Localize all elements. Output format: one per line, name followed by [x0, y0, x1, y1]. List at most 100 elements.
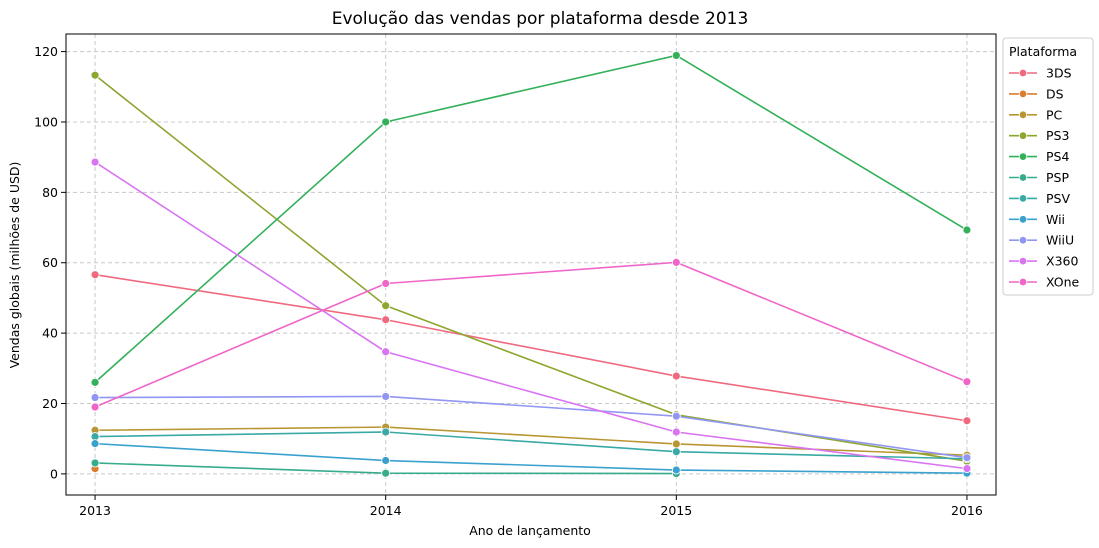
- legend-marker: [1018, 131, 1028, 140]
- data-point: [962, 377, 972, 387]
- x-tick-label: 2016: [951, 503, 983, 518]
- data-point: [381, 117, 391, 127]
- data-point: [381, 392, 391, 401]
- data-point: [381, 279, 391, 288]
- legend-label: WiiU: [1046, 233, 1074, 248]
- y-tick-label: 80: [42, 185, 58, 200]
- y-tick-label: 0: [50, 466, 58, 481]
- series-psv: [90, 427, 972, 464]
- series-3ds: [90, 270, 972, 426]
- legend: Plataforma 3DS DS PC PS3 PS4 PSP PSV Wii WiiU X36…: [1002, 37, 1094, 296]
- y-axis-label: Vendas globais (milhões de USD): [7, 162, 22, 369]
- legend-label: PS3: [1046, 128, 1069, 143]
- chart-title: Evolução das vendas por plataforma desde…: [332, 9, 749, 29]
- series-xone: [90, 257, 972, 412]
- legend-frame: [1002, 37, 1094, 296]
- data-point: [90, 270, 100, 280]
- x-axis: 2013 2014 2015 2016: [79, 495, 983, 518]
- data-point: [90, 393, 100, 402]
- legend-item-ps4: PS4: [1009, 149, 1069, 164]
- series-wii: [90, 439, 972, 478]
- legend-marker: [1018, 89, 1028, 99]
- data-point: [90, 70, 100, 80]
- x-tick-label: 2013: [79, 503, 111, 518]
- series-line: [94, 54, 968, 383]
- series-line: [95, 395, 968, 459]
- data-point: [381, 427, 391, 437]
- series-x360: [90, 157, 972, 474]
- legend-item-ps3: PS3: [1009, 128, 1069, 143]
- data-point: [381, 301, 391, 311]
- legend-item-3ds: 3DS: [1009, 66, 1072, 81]
- legend-label: Wii: [1046, 212, 1065, 227]
- data-point: [381, 468, 391, 478]
- y-tick-label: 20: [42, 396, 58, 411]
- legend-title: Plataforma: [1009, 44, 1077, 59]
- legend-label: PS4: [1046, 149, 1069, 164]
- data-point: [90, 458, 100, 468]
- data-point: [962, 225, 972, 235]
- series-wiiu: [90, 392, 972, 463]
- data-point: [90, 439, 100, 449]
- legend-label: PSV: [1046, 191, 1070, 206]
- data-point: [671, 371, 681, 381]
- data-point: [962, 464, 972, 474]
- legend-item-pc: PC: [1009, 107, 1063, 122]
- data-point: [962, 416, 972, 426]
- legend-item-psp: PSP: [1009, 170, 1069, 185]
- plot-frame: [65, 33, 997, 496]
- legend-marker: [1018, 173, 1028, 182]
- legend-item-ds: DS: [1009, 86, 1064, 101]
- legend-marker: [1018, 194, 1028, 203]
- legend-label: PSP: [1046, 170, 1069, 185]
- series-line: [95, 442, 967, 474]
- y-tick-label: 40: [42, 326, 58, 341]
- legend-marker: [1018, 152, 1028, 161]
- x-tick-label: 2014: [370, 503, 402, 518]
- legend-marker: [1018, 277, 1028, 287]
- series-line: [94, 261, 968, 408]
- data-point: [90, 377, 100, 387]
- legend-marker: [1018, 256, 1028, 266]
- legend-marker: [1018, 68, 1028, 78]
- data-point: [90, 157, 100, 167]
- legend-marker: [1018, 215, 1028, 224]
- series-line: [94, 161, 968, 470]
- legend-label: X360: [1046, 254, 1078, 269]
- data-point: [671, 439, 681, 449]
- y-tick-label: 120: [34, 44, 58, 59]
- data-point: [671, 427, 681, 437]
- legend-marker: [1018, 235, 1028, 245]
- series-ps4: [90, 51, 972, 387]
- data-point: [962, 453, 972, 463]
- legend-item-psv: PSV: [1009, 191, 1070, 206]
- data-point: [90, 402, 100, 412]
- legend-label: PC: [1046, 107, 1063, 122]
- data-point: [671, 447, 681, 457]
- series-line: [94, 74, 968, 463]
- legend-marker: [1018, 110, 1028, 119]
- x-axis-label: Ano de lançamento: [469, 523, 591, 538]
- data-point: [671, 51, 681, 60]
- legend-label: DS: [1046, 86, 1064, 101]
- data-point: [381, 456, 391, 465]
- y-tick-label: 100: [34, 114, 58, 129]
- series-layer: [90, 51, 972, 478]
- y-tick-label: 60: [42, 255, 58, 270]
- legend-item-x360: X360: [1009, 254, 1078, 269]
- data-point: [671, 257, 681, 267]
- legend-label: XOne: [1046, 275, 1080, 290]
- data-point: [671, 465, 681, 475]
- y-axis: 0 20 40 60 80 100 120: [34, 44, 66, 481]
- legend-label: 3DS: [1046, 66, 1072, 81]
- data-point: [381, 315, 391, 325]
- legend-item-wii: Wii: [1009, 212, 1065, 227]
- series-line: [95, 431, 967, 460]
- data-point: [671, 411, 681, 421]
- grid: [66, 34, 996, 495]
- series-line: [94, 273, 968, 422]
- data-point: [381, 347, 391, 357]
- legend-item-wiiu: WiiU: [1009, 233, 1074, 248]
- x-tick-label: 2015: [660, 503, 692, 518]
